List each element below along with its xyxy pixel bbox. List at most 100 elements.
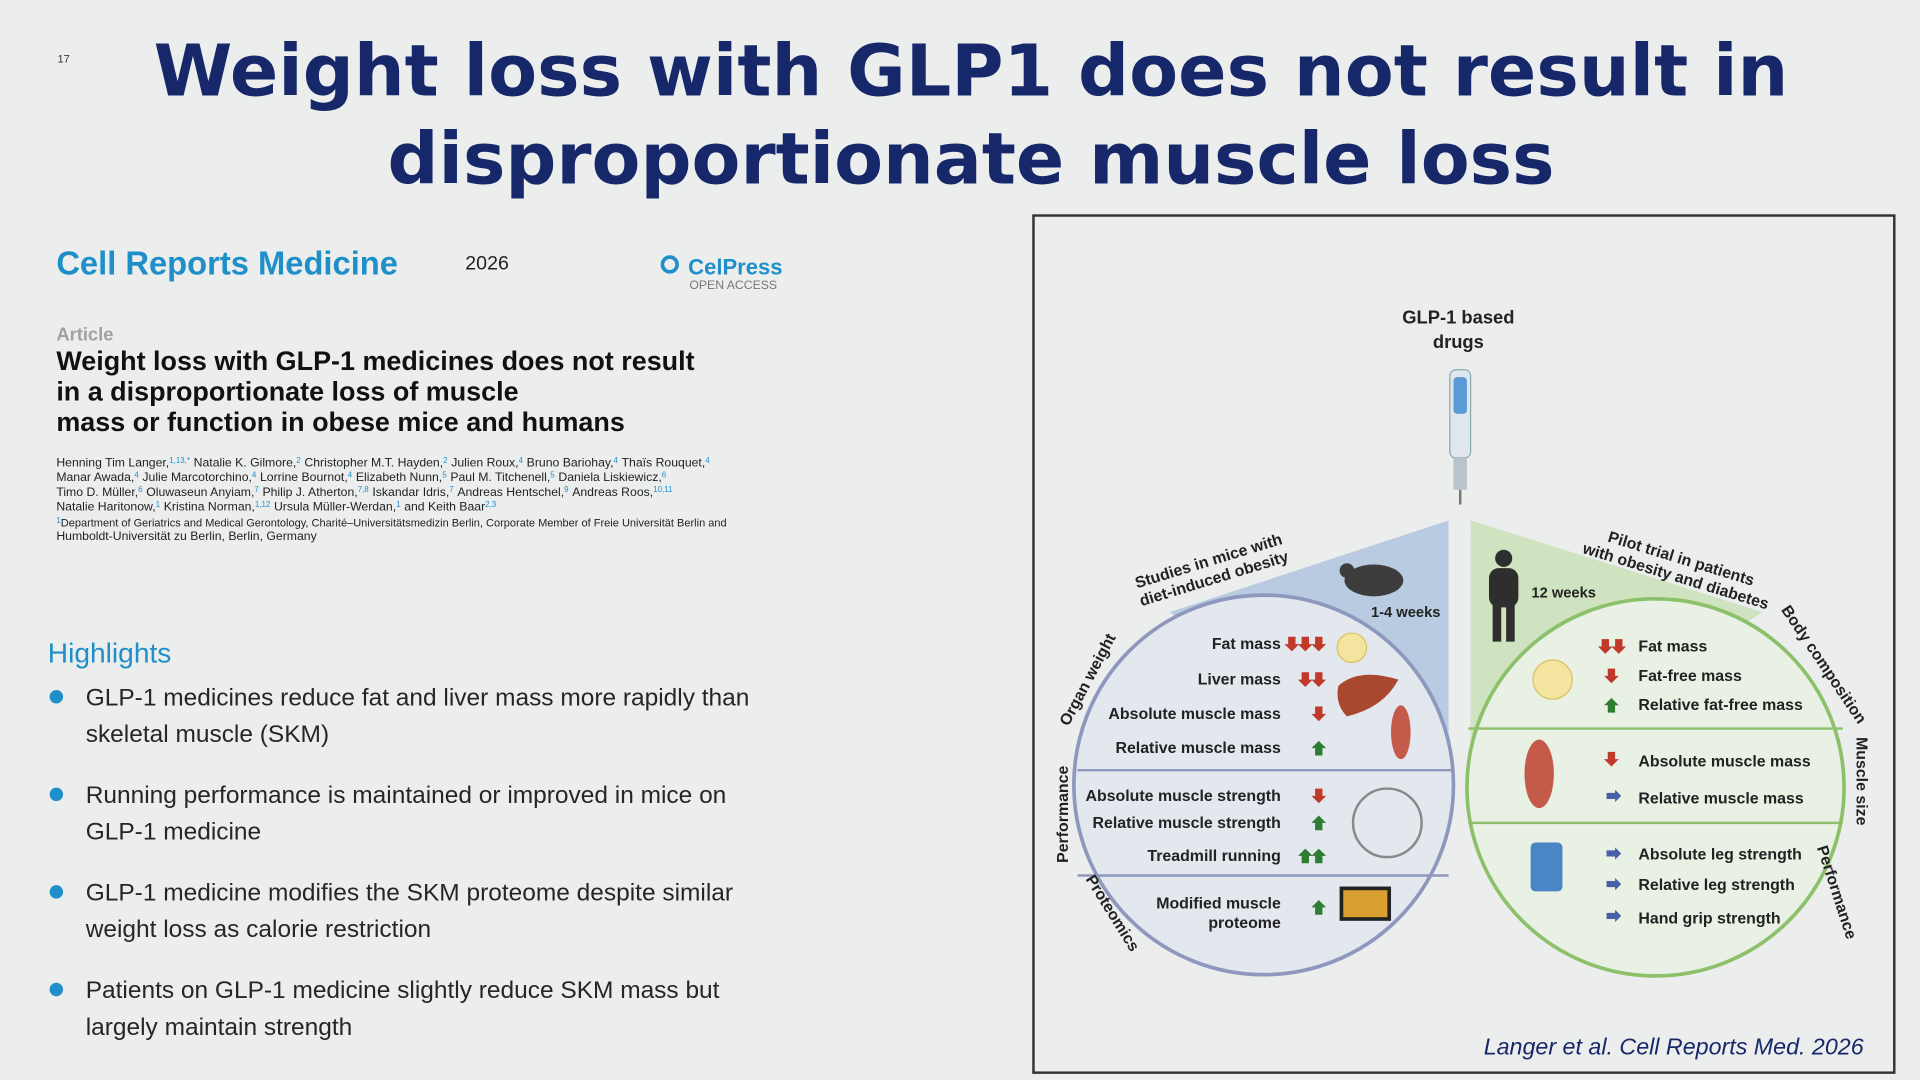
author-name: and Keith Baar xyxy=(404,500,485,514)
authors: Henning Tim Langer,1,13,* Natalie K. Gilm… xyxy=(56,456,710,514)
author-name: Natalie K. Gilmore, xyxy=(194,456,297,470)
mice-item: Treadmill running xyxy=(1147,848,1280,865)
slide-title: Weight loss with GLP1 does not result in xyxy=(154,30,1789,113)
author-affiliation: 4 xyxy=(252,471,257,480)
author-affiliation: 4 xyxy=(348,471,353,480)
highlights: GLP-1 medicines reduce fat and liver mas… xyxy=(49,684,750,1041)
author-affiliation: 10,11 xyxy=(653,485,673,494)
highlight-text: GLP-1 medicine xyxy=(86,819,261,846)
author-name: Oluwaseun Anyiam, xyxy=(146,485,254,499)
author-name: Bruno Bariohay, xyxy=(527,456,614,470)
author-name: Timo D. Müller, xyxy=(56,485,138,499)
human-item: Relative muscle mass xyxy=(1638,790,1803,807)
year: 2026 xyxy=(465,252,509,274)
highlight-text: Running performance is maintained or imp… xyxy=(86,782,727,809)
graphical-abstract: GLP-1 based drugs Studies in mice with d… xyxy=(1032,214,1896,1074)
author-affiliation: 7 xyxy=(449,485,454,494)
bullet xyxy=(49,885,64,899)
author-name: Andreas Roos, xyxy=(572,485,653,499)
highlight-text: GLP-1 medicines reduce fat and liver mas… xyxy=(86,684,750,711)
publisher-logo: CelPress OPEN ACCESS xyxy=(660,254,782,292)
author-line: Henning Tim Langer,1,13,* Natalie K. Gilm… xyxy=(56,456,710,470)
mice-item: proteome xyxy=(1208,915,1281,932)
author-affiliation: 1,12 xyxy=(255,500,271,509)
duration: 1-4 weeks xyxy=(1371,605,1440,621)
author-affiliation: 4 xyxy=(519,456,524,465)
human-item: Absolute leg strength xyxy=(1638,847,1802,864)
section: Article xyxy=(56,323,113,344)
author-affiliation: 2 xyxy=(296,456,301,465)
author-name: Philip J. Atherton, xyxy=(262,485,357,499)
author-name: Julie Marcotorchino, xyxy=(142,470,251,484)
slide-title: disproportionate muscle loss xyxy=(388,118,1555,201)
affiliation: Humboldt-Universität zu Berlin, Berlin, … xyxy=(56,529,317,543)
mice-item: Fat mass xyxy=(1212,636,1281,653)
citation: Langer et al. Cell Reports Med. 2026 xyxy=(1484,1033,1864,1059)
publisher: CelPress xyxy=(688,254,782,279)
paper-title: mass or function in obese mice and human… xyxy=(56,407,624,437)
affiliation-sup: 1 xyxy=(56,516,61,525)
human-item: Fat-free mass xyxy=(1638,668,1742,685)
author-line: Manar Awada,4 Julie Marcotorchino,4 Lorrin… xyxy=(56,470,666,484)
author-name: Christopher M.T. Hayden, xyxy=(304,456,443,470)
paper-title: in a disproportionate loss of muscle xyxy=(56,376,518,406)
human-item: Fat mass xyxy=(1638,638,1707,655)
bullet xyxy=(49,690,64,704)
author-name: Paul M. Titchenell, xyxy=(450,470,550,484)
author-name: Lorrine Bournot, xyxy=(260,470,348,484)
author-affiliation: 5 xyxy=(442,471,447,480)
access: OPEN ACCESS xyxy=(689,278,777,292)
human-item: Hand grip strength xyxy=(1638,910,1780,927)
section-label: Performance xyxy=(1055,766,1072,863)
human-item: Relative leg strength xyxy=(1638,877,1794,894)
author-affiliation: 5 xyxy=(550,471,555,480)
mice-item: Relative muscle strength xyxy=(1093,815,1281,832)
author-name: Elizabeth Nunn, xyxy=(356,470,442,484)
highlight-text: skeletal muscle (SKM) xyxy=(86,721,329,748)
author-name: Daniela Liskiewicz, xyxy=(558,470,661,484)
journal: Cell Reports Medicine xyxy=(56,245,398,282)
mice-item: Liver mass xyxy=(1198,671,1281,688)
author-name: Thaïs Rouquet, xyxy=(622,456,706,470)
highlight-text: weight loss as calorie restriction xyxy=(85,916,431,943)
highlights-heading: Highlights xyxy=(48,637,172,668)
author-affiliation: 7 xyxy=(254,485,259,494)
author-affiliation: 1 xyxy=(156,500,161,509)
author-affiliation: 7,8 xyxy=(358,485,370,494)
author-affiliation: 2 xyxy=(443,456,448,465)
highlight-text: Patients on GLP-1 medicine slightly redu… xyxy=(86,977,720,1004)
human-item: Absolute muscle mass xyxy=(1638,754,1811,771)
section-label: Muscle size xyxy=(1852,737,1869,826)
human-item: Relative fat-free mass xyxy=(1638,697,1803,714)
drug-label: drugs xyxy=(1433,331,1484,352)
author-name: Kristina Norman, xyxy=(164,500,255,514)
author-affiliation: 4 xyxy=(705,456,710,465)
author-affiliation: 4 xyxy=(613,456,618,465)
author-affiliation: 2,3 xyxy=(485,500,497,509)
drug-label: GLP-1 based xyxy=(1402,306,1514,327)
mice-item: Relative muscle mass xyxy=(1115,740,1280,757)
mice-item: Absolute muscle mass xyxy=(1108,706,1281,723)
highlight-text: largely maintain strength xyxy=(86,1014,353,1041)
bullet xyxy=(49,787,64,802)
author-name: Natalie Haritonow, xyxy=(56,500,155,514)
paper-title: Weight loss with GLP-1 medicines does no… xyxy=(56,346,694,376)
affiliation: 1Department of Geriatrics and Medical Ge… xyxy=(56,516,726,530)
author-name: Henning Tim Langer, xyxy=(56,456,169,470)
author-affiliation: 6 xyxy=(662,471,667,480)
author-affiliation: 9 xyxy=(564,485,569,494)
author-line: Natalie Haritonow,1 Kristina Norman,1,12 U… xyxy=(56,500,496,514)
bullet xyxy=(49,982,64,997)
mice-item: Modified muscle xyxy=(1156,896,1281,913)
author-name: Manar Awada, xyxy=(56,470,134,484)
author-affiliation: 4 xyxy=(134,471,139,480)
highlight-text: GLP-1 medicine modifies the SKM proteome… xyxy=(86,879,733,906)
slide-number: 17 xyxy=(58,53,70,65)
mice-item: Absolute muscle strength xyxy=(1085,788,1280,805)
duration: 12 weeks xyxy=(1531,586,1596,602)
author-name: Ursula Müller-Werdan, xyxy=(274,500,396,514)
affiliation-text: Department of Geriatrics and Medical Ger… xyxy=(61,518,727,530)
author-affiliation: 1,13,* xyxy=(169,456,190,465)
author-name: Andreas Hentschel, xyxy=(457,485,564,499)
